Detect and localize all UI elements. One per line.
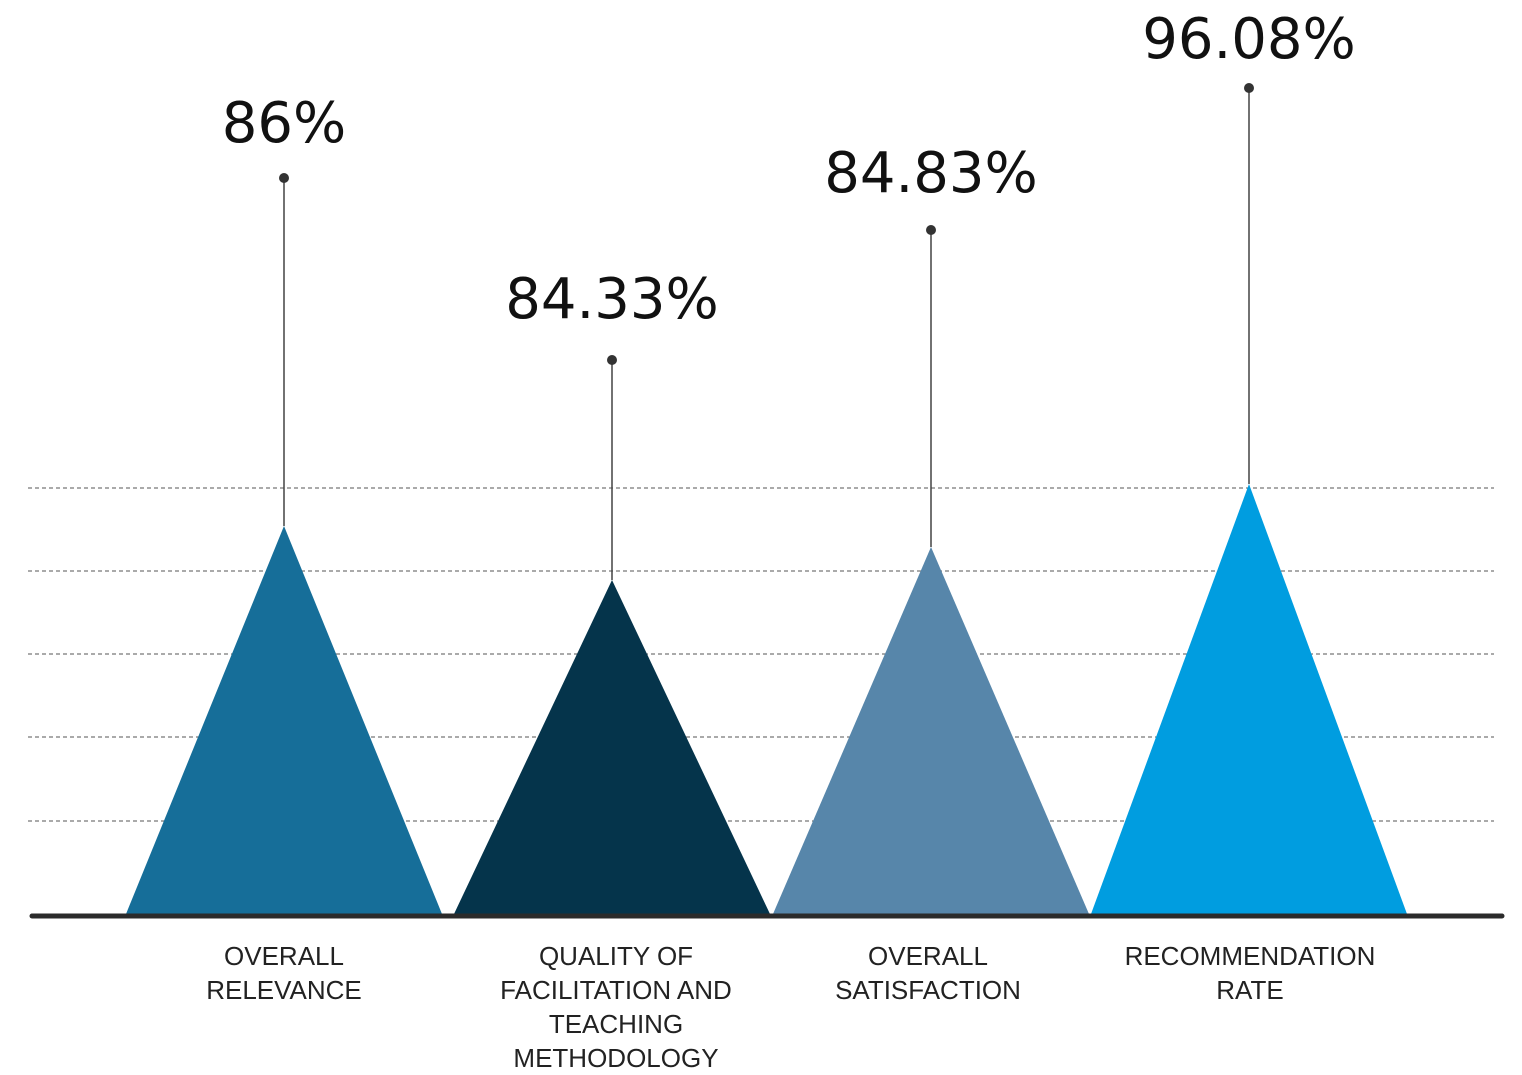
data-label: 84.33% [505, 267, 719, 332]
data-label: 84.83% [824, 141, 1038, 206]
category-label-line: RATE [1216, 975, 1283, 1005]
category-label-line: TEACHING [549, 1009, 683, 1039]
bar-triangle [1091, 484, 1407, 914]
bar-triangle [773, 547, 1089, 914]
category-label-line: SATISFACTION [835, 975, 1021, 1005]
chart-marks [126, 83, 1407, 914]
category-label-line: QUALITY OF [539, 941, 693, 971]
value-dot [926, 225, 936, 235]
category-label: OVERALL SATISFACTION [835, 941, 1021, 1005]
bar-triangle [126, 526, 442, 914]
bar-triangle [454, 580, 770, 914]
category-label: QUALITY OF FACILITATION AND TEACHING METHOD… [500, 941, 732, 1073]
value-dot [279, 173, 289, 183]
category-label-line: OVERALL [224, 941, 344, 971]
category-label-line: RELEVANCE [206, 975, 362, 1005]
data-label: 96.08% [1142, 7, 1356, 72]
category-label: OVERALL RELEVANCE [206, 941, 362, 1005]
data-label: 86% [222, 91, 346, 156]
category-label-line: METHODOLOGY [513, 1043, 718, 1073]
category-label-line: RECOMMENDATION [1125, 941, 1376, 971]
value-dot [1244, 83, 1254, 93]
value-dot [607, 355, 617, 365]
category-label: RECOMMENDATION RATE [1125, 941, 1376, 1005]
category-label-line: OVERALL [868, 941, 988, 971]
category-label-line: FACILITATION AND [500, 975, 732, 1005]
